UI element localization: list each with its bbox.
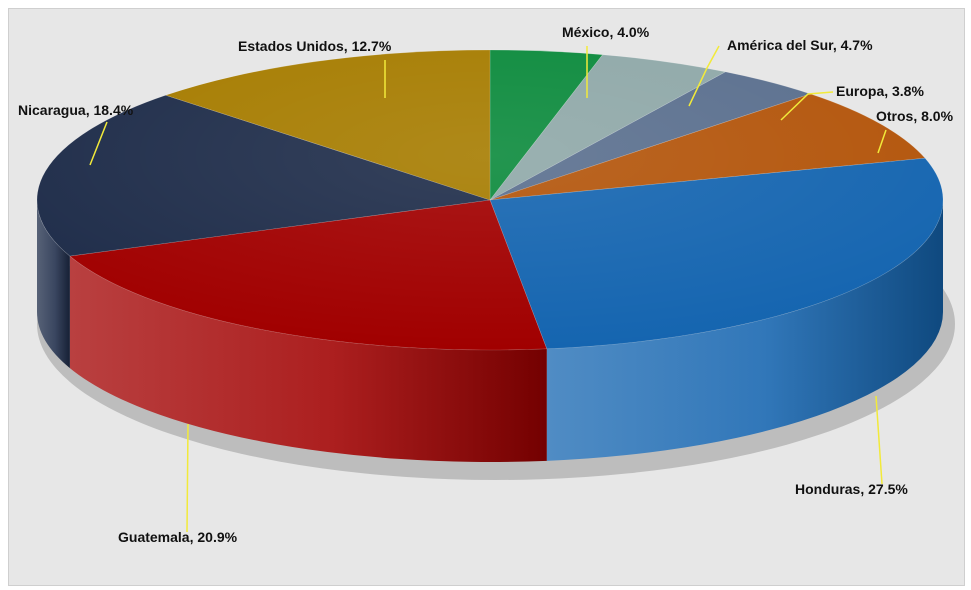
- data-label-honduras: Honduras, 27.5%: [795, 481, 908, 497]
- data-label-nicaragua: Nicaragua, 18.4%: [18, 102, 134, 118]
- leader-line-nicaragua: [89, 121, 108, 166]
- pie-top-highlight: [37, 50, 943, 350]
- data-label-m-xico: México, 4.0%: [562, 24, 650, 40]
- pie-side-guatemala: [69, 256, 547, 462]
- pie-side-honduras: [546, 200, 943, 461]
- data-label-am-rica-del-sur: América del Sur, 4.7%: [727, 37, 873, 53]
- leader-line-am-rica-del-sur: [688, 45, 720, 107]
- pie-side-nicaragua: [37, 200, 70, 369]
- leader-line-otros: [877, 129, 887, 154]
- data-label-europa: Europa, 3.8%: [836, 83, 924, 99]
- data-label-otros: Otros, 8.0%: [876, 108, 954, 124]
- leader-line-honduras: [875, 395, 883, 485]
- data-label-guatemala: Guatemala, 20.9%: [118, 529, 238, 545]
- leader-line-europa: [780, 91, 834, 121]
- data-label-estados-unidos: Estados Unidos, 12.7%: [238, 38, 392, 54]
- leader-line-guatemala: [186, 423, 189, 533]
